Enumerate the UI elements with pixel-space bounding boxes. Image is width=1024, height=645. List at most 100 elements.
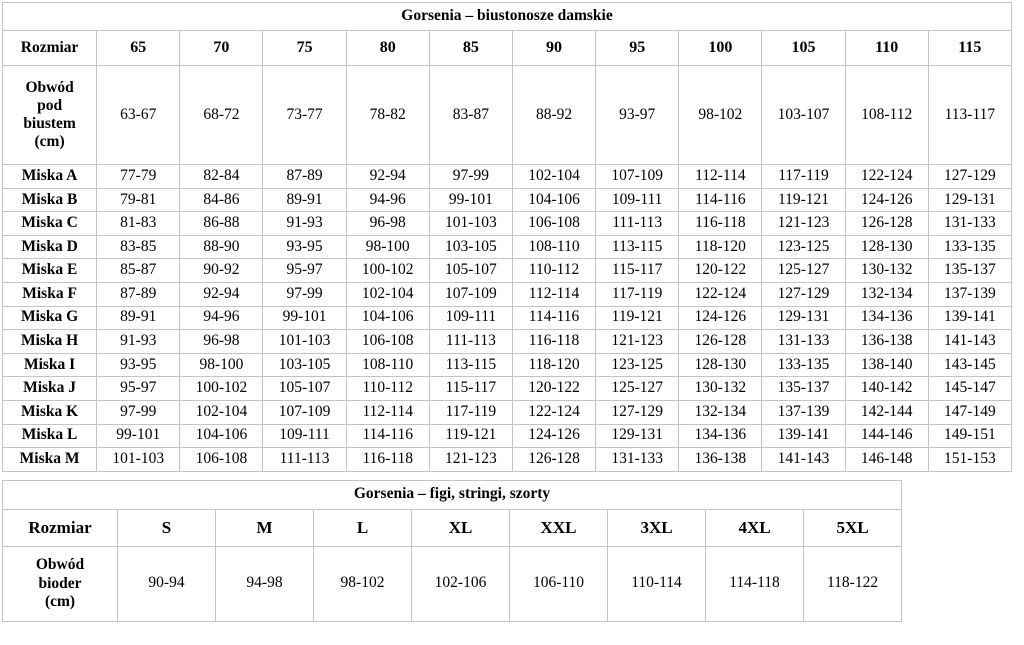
bra-cup-value: 143-145 xyxy=(927,352,1013,378)
bra-cup-value: 106-108 xyxy=(511,211,597,236)
bra-cup-value: 110-112 xyxy=(345,376,430,401)
panty-size-header-M: M xyxy=(215,508,314,547)
bra-cup-value: 100-102 xyxy=(179,376,264,401)
bra-cup-value: 99-101 xyxy=(428,187,513,213)
bra-cup-value: 128-130 xyxy=(844,234,929,260)
bra-cup-value: 126-128 xyxy=(678,329,763,354)
bra-cup-value: 125-127 xyxy=(595,376,680,401)
bra-cup-value: 137-139 xyxy=(927,281,1013,307)
bra-cup-row: Miska G 89-91 94-96 99-101 104-106 109-111 114… xyxy=(1,305,1013,331)
bra-cup-value: 131-133 xyxy=(927,211,1013,236)
bra-cup-row: Miska H 91-93 96-98 101-103 106-108 111-113 11… xyxy=(1,329,1013,354)
bra-cup-label: Miska B xyxy=(1,187,98,213)
bra-cup-value: 142-144 xyxy=(844,399,929,425)
bra-cup-value: 126-128 xyxy=(844,211,929,236)
bra-size-header-95: 95 xyxy=(595,30,680,66)
bra-underbust-value: 103-107 xyxy=(761,65,846,165)
bra-cup-value: 101-103 xyxy=(96,447,181,472)
bra-cup-value: 101-103 xyxy=(428,211,513,236)
bra-cup-value: 141-143 xyxy=(761,447,846,472)
bra-cup-value: 111-113 xyxy=(595,211,680,236)
bra-cup-value: 139-141 xyxy=(761,423,846,449)
bra-cup-value: 105-107 xyxy=(262,376,347,401)
bra-underbust-label-line: biustem xyxy=(23,115,76,132)
bra-underbust-row: Obwód pod biustem (cm) 63-67 68-72 73-77 78-82 8… xyxy=(1,65,1013,165)
bra-cup-label: Miska J xyxy=(1,376,98,401)
bra-cup-value: 133-135 xyxy=(761,352,846,378)
bra-cup-value: 122-124 xyxy=(678,281,763,307)
bra-cup-value: 118-120 xyxy=(511,352,597,378)
bra-cup-value: 97-99 xyxy=(262,281,347,307)
bra-cup-value: 111-113 xyxy=(262,447,347,472)
bra-underbust-label-line: pod xyxy=(37,97,63,115)
bra-cup-value: 92-94 xyxy=(345,164,430,189)
bra-cup-value: 87-89 xyxy=(262,164,347,189)
bra-cup-value: 94-96 xyxy=(345,187,430,213)
bra-cup-value: 90-92 xyxy=(179,258,264,283)
bra-cup-value: 118-120 xyxy=(678,234,763,260)
bra-cup-value: 95-97 xyxy=(262,258,347,283)
bra-cup-value: 112-114 xyxy=(345,399,430,425)
bra-cup-value: 108-110 xyxy=(345,352,430,378)
panty-hips-value: 98-102 xyxy=(313,545,412,622)
bra-cup-value: 117-119 xyxy=(428,399,513,425)
panty-header-row: Rozmiar S M L XL XXL 3XL 4XL 5XL xyxy=(2,508,903,547)
bra-cup-value: 107-109 xyxy=(428,281,513,307)
bra-cup-value: 86-88 xyxy=(179,211,264,236)
bra-cup-value: 103-105 xyxy=(428,234,513,260)
bra-cup-value: 109-111 xyxy=(262,423,347,449)
bra-cup-value: 130-132 xyxy=(844,258,929,283)
bra-cup-value: 137-139 xyxy=(761,399,846,425)
bra-header-row: Rozmiar 65 70 75 80 85 90 95 100 105 110 115 xyxy=(1,30,1013,66)
bra-underbust-label-line: (cm) xyxy=(34,132,65,150)
panty-table-title: Gorsenia – figi, stringi, szorty xyxy=(1,479,903,510)
panty-size-header-4XL: 4XL xyxy=(705,508,804,547)
bra-cup-value: 85-87 xyxy=(96,258,181,283)
bra-size-table: Gorsenia – biustonosze damskie Rozmiar 65… xyxy=(1,2,1013,472)
bra-cup-value: 134-136 xyxy=(844,305,929,331)
bra-cup-value: 139-141 xyxy=(927,305,1013,331)
bra-cup-value: 131-133 xyxy=(595,447,680,472)
bra-cup-value: 120-122 xyxy=(511,376,597,401)
bra-cup-value: 144-146 xyxy=(844,423,929,449)
bra-cup-value: 111-113 xyxy=(428,329,513,354)
bra-cup-value: 132-134 xyxy=(678,399,763,425)
bra-cup-row: Miska M 101-103 106-108 111-113 116-118 121-1… xyxy=(1,447,1013,472)
bra-size-header-70: 70 xyxy=(179,30,264,66)
bra-underbust-value: 63-67 xyxy=(96,65,181,165)
bra-size-header-75: 75 xyxy=(262,30,347,66)
bra-cup-label: Miska K xyxy=(1,399,98,425)
bra-cup-value: 105-107 xyxy=(428,258,513,283)
bra-underbust-value: 98-102 xyxy=(678,65,763,165)
bra-cup-value: 98-100 xyxy=(345,234,430,260)
panty-size-header-XL: XL xyxy=(411,508,510,547)
bra-underbust-value: 113-117 xyxy=(927,65,1013,165)
panty-hips-label-line: Obwód xyxy=(35,556,85,574)
bra-cup-label: Miska I xyxy=(1,352,98,378)
bra-cup-value: 141-143 xyxy=(927,329,1013,354)
bra-cup-label: Miska G xyxy=(1,305,98,331)
bra-underbust-value: 93-97 xyxy=(595,65,680,165)
bra-cup-value: 114-116 xyxy=(678,187,763,213)
bra-cup-value: 84-86 xyxy=(179,187,264,213)
bra-cup-value: 121-123 xyxy=(595,329,680,354)
bra-cup-value: 83-85 xyxy=(96,234,181,260)
bra-cup-value: 99-101 xyxy=(262,305,347,331)
bra-cup-value: 97-99 xyxy=(96,399,181,425)
bra-cup-value: 96-98 xyxy=(345,211,430,236)
bra-cup-value: 151-153 xyxy=(927,447,1013,472)
bra-underbust-value: 68-72 xyxy=(179,65,264,165)
bra-cup-value: 116-118 xyxy=(345,447,430,472)
bra-cup-value: 91-93 xyxy=(96,329,181,354)
bra-cup-value: 113-115 xyxy=(595,234,680,260)
bra-size-header-110: 110 xyxy=(844,30,929,66)
bra-underbust-label-line: Obwód xyxy=(25,79,74,97)
bra-cup-label: Miska F xyxy=(1,281,98,307)
bra-cup-row: Miska D 83-85 88-90 93-95 98-100 103-105 108-1… xyxy=(1,234,1013,260)
bra-cup-label: Miska M xyxy=(1,447,98,472)
bra-cup-value: 121-123 xyxy=(428,447,513,472)
bra-cup-value: 117-119 xyxy=(595,281,680,307)
bra-cup-value: 123-125 xyxy=(595,352,680,378)
bra-cup-value: 93-95 xyxy=(262,234,347,260)
bra-cup-value: 98-100 xyxy=(179,352,264,378)
